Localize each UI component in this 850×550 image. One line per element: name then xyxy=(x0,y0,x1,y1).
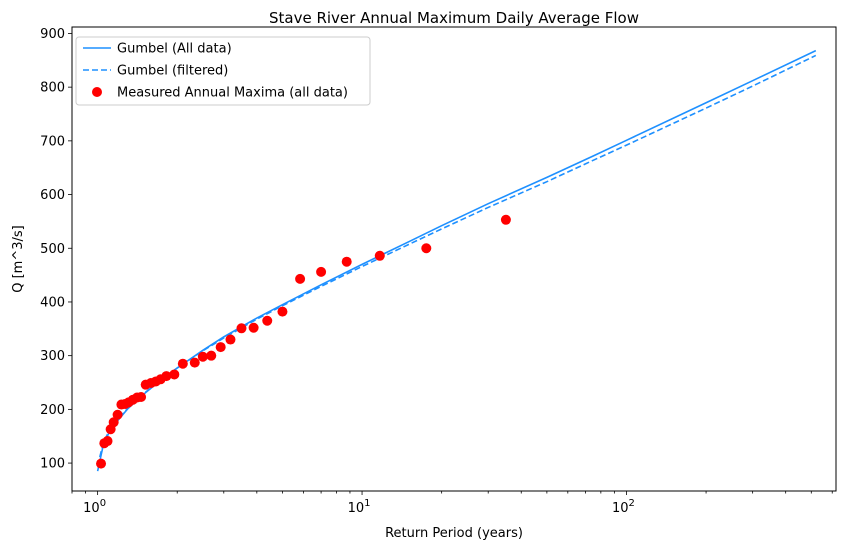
data-point-30 xyxy=(341,256,352,267)
data-point-29 xyxy=(316,266,327,277)
y-tick-label: 700 xyxy=(40,134,65,149)
y-tick-label: 900 xyxy=(40,27,65,42)
legend: Gumbel (All data) Gumbel (filtered) Measur… xyxy=(75,36,371,106)
data-point-28 xyxy=(295,273,306,284)
y-tick-label: 500 xyxy=(40,242,65,257)
data-point-26 xyxy=(262,315,273,326)
y-tick-label: 300 xyxy=(40,349,65,364)
series-line-1 xyxy=(96,54,817,466)
data-point-33 xyxy=(500,214,511,225)
y-axis-label: Q [m^3/s] xyxy=(11,225,26,293)
legend-label: Gumbel (All data) xyxy=(117,42,232,57)
y-tick-label: 100 xyxy=(40,457,65,472)
y-tick-label: 800 xyxy=(40,81,65,96)
data-point-2 xyxy=(102,436,113,447)
data-point-5 xyxy=(112,409,123,420)
data-point-22 xyxy=(215,342,226,353)
y-axis: 100 200 300 400 500 600 700 800 900 xyxy=(40,27,72,472)
legend-label: Gumbel (filtered) xyxy=(117,64,228,79)
series-line-0 xyxy=(96,49,817,472)
legend-label: Measured Annual Maxima (all data) xyxy=(117,86,348,101)
plot-area xyxy=(96,49,817,472)
plot-frame xyxy=(71,26,837,492)
data-point-24 xyxy=(236,323,247,334)
data-point-18 xyxy=(177,358,188,369)
data-point-27 xyxy=(277,306,288,317)
data-point-4 xyxy=(108,417,119,428)
data-point-23 xyxy=(225,334,236,345)
data-point-20 xyxy=(197,351,208,362)
legend-marker-swatch xyxy=(92,87,102,97)
y-tick-label: 200 xyxy=(40,403,65,418)
data-point-11 xyxy=(136,392,147,403)
data-point-31 xyxy=(374,250,385,261)
data-point-0 xyxy=(96,458,107,469)
chart-title: Stave River Annual Maximum Daily Average… xyxy=(269,9,639,27)
data-point-17 xyxy=(169,369,180,380)
data-point-25 xyxy=(248,322,259,333)
y-tick-label: 600 xyxy=(40,188,65,203)
y-tick-label: 400 xyxy=(40,295,65,310)
data-point-21 xyxy=(206,350,217,361)
legend-box xyxy=(75,36,371,106)
x-axis-label: Return Period (years) xyxy=(385,526,523,541)
data-point-19 xyxy=(189,357,200,368)
data-point-32 xyxy=(421,243,432,254)
data-point-16 xyxy=(161,371,172,382)
